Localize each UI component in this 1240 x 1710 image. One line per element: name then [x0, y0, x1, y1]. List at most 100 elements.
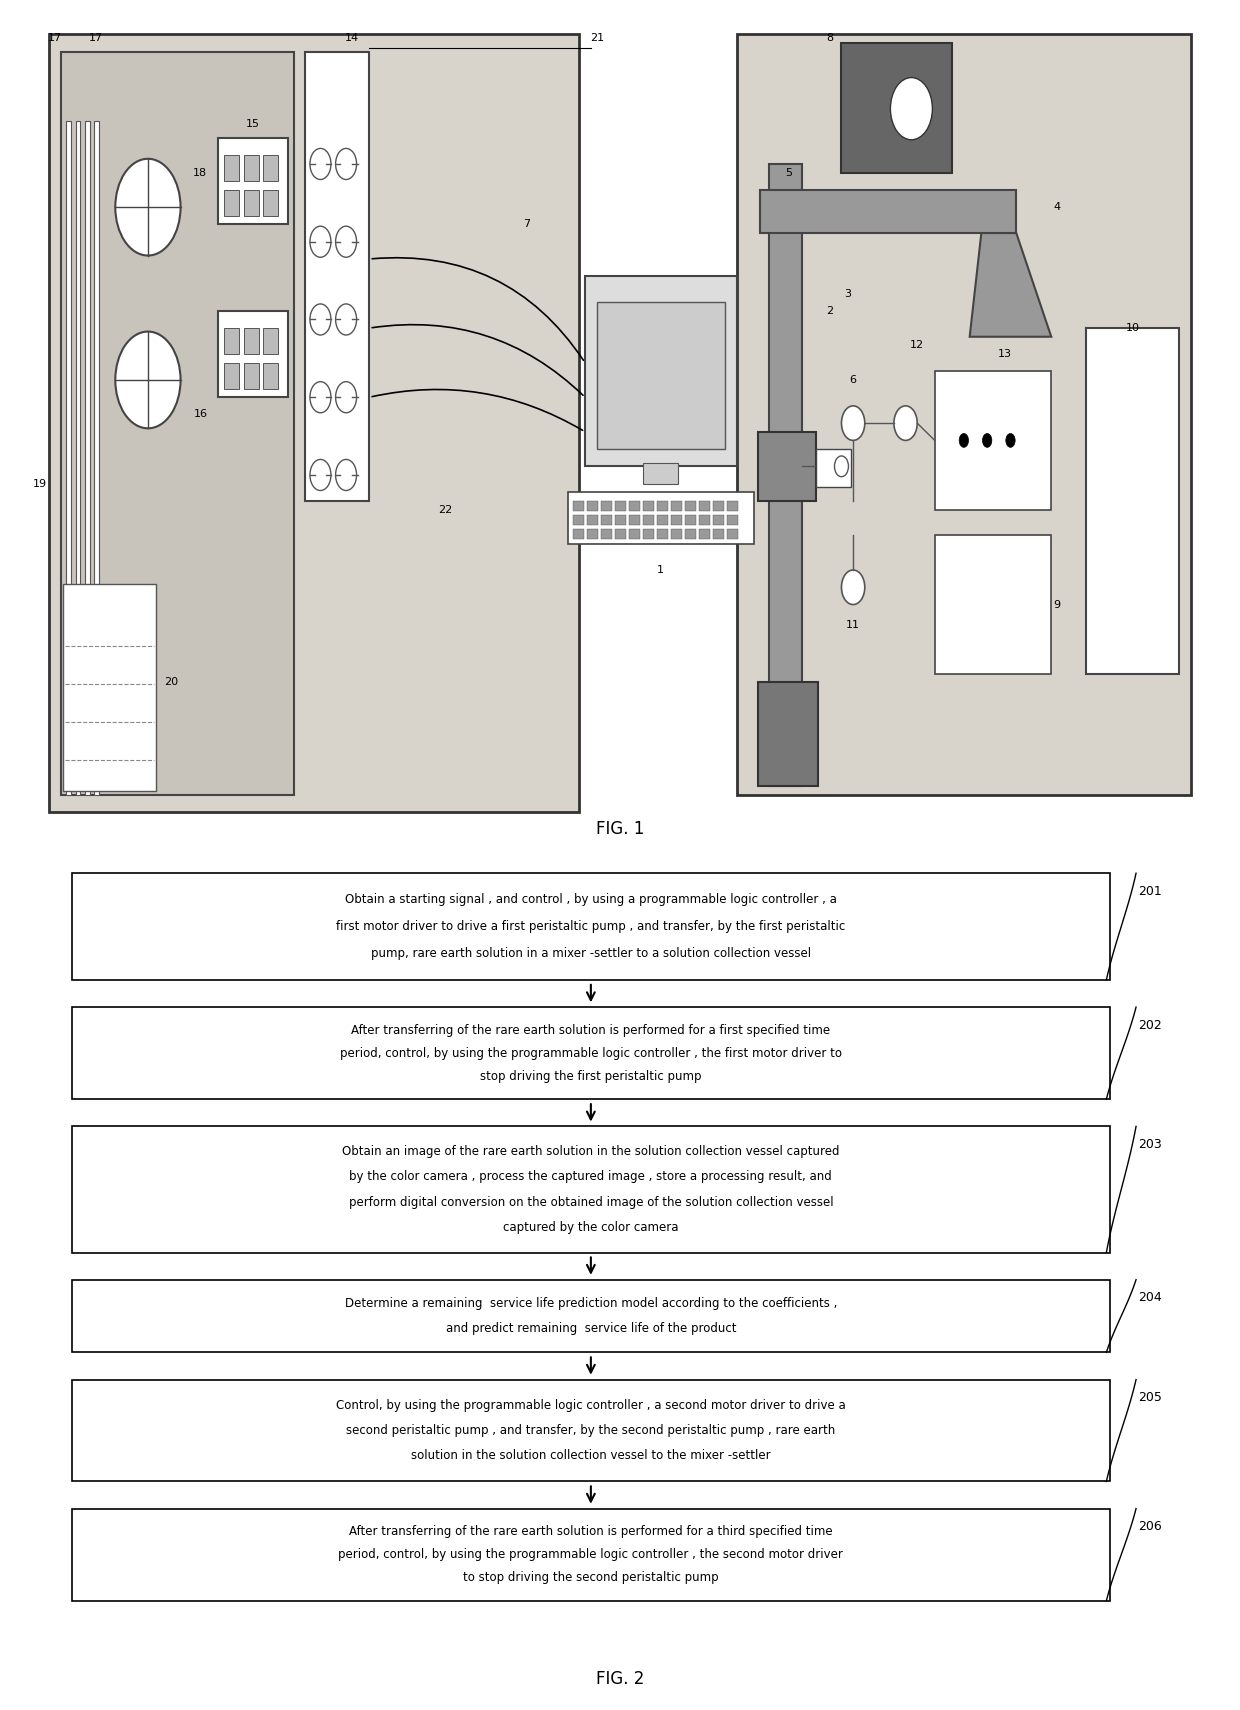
Text: captured by the color camera: captured by the color camera	[503, 1221, 678, 1235]
Bar	[816, 450, 851, 487]
Bar	[758, 433, 816, 501]
Text: and predict remaining  service life of the product: and predict remaining service life of th…	[445, 1322, 737, 1336]
Text: 5: 5	[785, 168, 792, 178]
Bar	[263, 363, 279, 388]
Bar	[657, 501, 668, 511]
Text: 203: 203	[1138, 1139, 1162, 1151]
Bar	[1086, 328, 1179, 674]
Bar	[573, 528, 584, 539]
Text: FIG. 1: FIG. 1	[595, 819, 645, 838]
Bar	[61, 51, 294, 795]
Bar	[630, 515, 640, 525]
Text: 14: 14	[345, 32, 358, 43]
Circle shape	[336, 226, 357, 256]
Bar	[615, 528, 626, 539]
Bar	[601, 515, 611, 525]
Text: 1: 1	[657, 564, 665, 575]
Bar	[243, 328, 259, 354]
Bar	[72, 874, 1110, 980]
Bar	[727, 515, 738, 525]
Bar	[727, 501, 738, 511]
Text: After transferring of the rare earth solution is performed for a first specified: After transferring of the rare earth sol…	[351, 1024, 831, 1036]
Bar	[263, 156, 279, 181]
Bar	[630, 528, 640, 539]
Bar	[935, 535, 1052, 674]
Text: 206: 206	[1138, 1520, 1162, 1534]
Bar	[615, 501, 626, 511]
Circle shape	[894, 405, 918, 441]
Circle shape	[336, 304, 357, 335]
Text: period, control, by using the programmable logic controller , the second motor d: period, control, by using the programmab…	[339, 1548, 843, 1561]
Bar	[305, 51, 370, 501]
Bar	[758, 682, 818, 787]
Bar	[223, 363, 239, 388]
Bar	[671, 515, 682, 525]
Bar	[671, 528, 682, 539]
Text: 10: 10	[1126, 323, 1140, 333]
Bar	[686, 501, 696, 511]
Text: 3: 3	[843, 289, 851, 299]
Text: pump, rare earth solution in a mixer -settler to a solution collection vessel: pump, rare earth solution in a mixer -se…	[371, 947, 811, 959]
Bar	[644, 463, 678, 484]
Bar	[644, 515, 653, 525]
Bar	[657, 528, 668, 539]
Circle shape	[336, 460, 357, 491]
Circle shape	[842, 405, 864, 441]
Bar	[48, 34, 579, 812]
Text: 204: 204	[1138, 1291, 1162, 1305]
Bar	[223, 328, 239, 354]
Circle shape	[960, 434, 968, 448]
Circle shape	[336, 149, 357, 180]
Bar	[94, 121, 99, 795]
Bar	[568, 492, 754, 544]
Text: 20: 20	[164, 677, 179, 687]
Bar	[76, 121, 81, 795]
Bar	[263, 328, 279, 354]
Text: second peristaltic pump , and transfer, by the second peristaltic pump , rare ea: second peristaltic pump , and transfer, …	[346, 1424, 836, 1436]
Text: perform digital conversion on the obtained image of the solution collection vess: perform digital conversion on the obtain…	[348, 1195, 833, 1209]
Text: 2: 2	[826, 306, 833, 316]
Bar	[63, 583, 156, 792]
Circle shape	[310, 381, 331, 412]
Bar	[573, 515, 584, 525]
Bar	[72, 1380, 1110, 1481]
Bar	[585, 277, 737, 467]
Circle shape	[842, 569, 864, 605]
Text: 4: 4	[1054, 202, 1060, 212]
Text: 16: 16	[193, 409, 207, 419]
Bar	[263, 190, 279, 215]
Text: 17: 17	[88, 32, 103, 43]
Text: to stop driving the second peristaltic pump: to stop driving the second peristaltic p…	[463, 1571, 719, 1583]
Text: 201: 201	[1138, 884, 1162, 898]
Bar	[243, 156, 259, 181]
Text: 9: 9	[1054, 600, 1060, 609]
Bar	[727, 528, 738, 539]
Bar	[769, 164, 802, 787]
Text: Obtain an image of the rare earth solution in the solution collection vessel cap: Obtain an image of the rare earth soluti…	[342, 1146, 839, 1158]
Text: 13: 13	[998, 349, 1012, 359]
Bar	[588, 515, 598, 525]
Text: 22: 22	[438, 504, 453, 515]
Circle shape	[310, 226, 331, 256]
Text: 205: 205	[1138, 1392, 1162, 1404]
Text: After transferring of the rare earth solution is performed for a third specified: After transferring of the rare earth sol…	[348, 1525, 833, 1537]
Bar	[713, 515, 724, 525]
Bar	[671, 501, 682, 511]
Text: 17: 17	[47, 32, 62, 43]
Text: first motor driver to drive a first peristaltic pump , and transfer, by the firs: first motor driver to drive a first peri…	[336, 920, 846, 934]
Bar	[218, 311, 288, 397]
Text: Control, by using the programmable logic controller , a second motor driver to d: Control, by using the programmable logic…	[336, 1399, 846, 1411]
Text: 6: 6	[849, 374, 857, 385]
Bar	[588, 501, 598, 511]
Text: FIG. 2: FIG. 2	[595, 1671, 645, 1688]
Bar	[243, 363, 259, 388]
Text: 21: 21	[590, 32, 604, 43]
Circle shape	[835, 457, 848, 477]
Bar	[243, 190, 259, 215]
Bar	[935, 371, 1052, 510]
Text: 8: 8	[826, 32, 833, 43]
Bar	[686, 528, 696, 539]
Bar	[713, 501, 724, 511]
Bar	[842, 43, 952, 173]
Circle shape	[1006, 434, 1016, 448]
